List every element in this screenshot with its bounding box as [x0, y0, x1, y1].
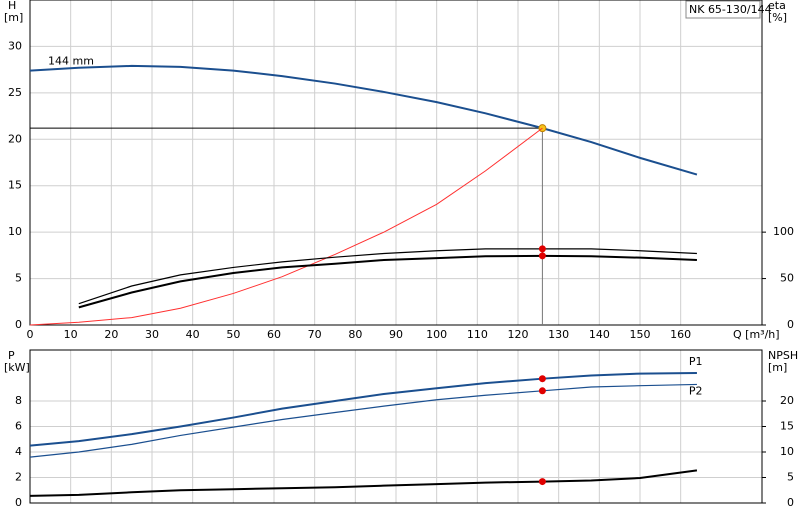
- y2-tick-label: 5: [787, 471, 794, 484]
- duty-marker: [538, 245, 546, 253]
- y-tick-label: 15: [8, 179, 22, 192]
- y2-tick-label: 100: [773, 225, 794, 238]
- curve: [78, 248, 697, 305]
- x-axis-label: Q [m³/h]: [733, 328, 780, 341]
- y-tick-label: 25: [8, 86, 22, 99]
- x-tick-label: 110: [467, 328, 488, 341]
- y-tick-label: 30: [8, 39, 22, 52]
- x-tick-label: 10: [64, 328, 78, 341]
- x-tick-label: 130: [548, 328, 569, 341]
- y2-axis-label: eta: [768, 0, 786, 12]
- curve: [78, 254, 697, 309]
- y-tick-label: 10: [8, 225, 22, 238]
- y2-axis-unit: [%]: [768, 11, 787, 24]
- curve: [29, 469, 698, 497]
- y-tick-label: 2: [15, 471, 22, 484]
- y2-tick-label: 15: [780, 420, 794, 433]
- y2-tick-label: 0: [787, 496, 794, 509]
- y-tick-label: 4: [15, 445, 22, 458]
- y-axis-unit: [m]: [4, 11, 23, 24]
- x-tick-label: 140: [589, 328, 610, 341]
- curve: [29, 383, 697, 458]
- y-tick-label: 0: [15, 318, 22, 331]
- x-tick-label: 80: [348, 328, 362, 341]
- x-tick-label: 60: [267, 328, 281, 341]
- y-tick-label: 5: [15, 272, 22, 285]
- curve-label: P1: [689, 355, 703, 368]
- y-tick-label: 6: [15, 420, 22, 433]
- y-axis-unit: [kW]: [4, 361, 30, 374]
- x-tick-label: 120: [508, 328, 529, 341]
- y2-tick-label: 50: [780, 272, 794, 285]
- x-tick-label: 20: [104, 328, 118, 341]
- curve-label: P2: [689, 384, 703, 397]
- curve-label: 144 mm: [48, 55, 94, 68]
- x-tick-label: 100: [426, 328, 447, 341]
- curve: [29, 371, 697, 447]
- y2-axis-label: NPSH: [768, 349, 798, 362]
- x-tick-label: 160: [670, 328, 691, 341]
- chart-title: NK 65-130/144: [689, 3, 772, 16]
- title-box: [685, 0, 761, 19]
- y-tick-label: 0: [15, 496, 22, 509]
- plot-frame: [29, 0, 763, 326]
- y-axis-label: P: [8, 349, 15, 362]
- curve: [29, 127, 543, 326]
- x-tick-label: 70: [308, 328, 322, 341]
- duty-marker: [538, 375, 546, 383]
- duty-marker: [538, 387, 546, 395]
- y2-tick-label: 20: [780, 394, 794, 407]
- y2-tick-label: 10: [780, 445, 794, 458]
- y-tick-label: 8: [15, 394, 22, 407]
- x-tick-label: 50: [226, 328, 240, 341]
- x-tick-label: 0: [27, 328, 34, 341]
- x-tick-label: 40: [186, 328, 200, 341]
- y2-tick-label: 0: [787, 318, 794, 331]
- duty-marker: [538, 478, 546, 486]
- x-tick-label: 150: [630, 328, 651, 341]
- y2-axis-unit: [m]: [768, 361, 787, 374]
- x-tick-label: 90: [389, 328, 403, 341]
- curve: [29, 64, 698, 176]
- y-tick-label: 20: [8, 132, 22, 145]
- x-tick-label: 30: [145, 328, 159, 341]
- y-axis-label: H: [8, 0, 16, 12]
- duty-marker: [538, 252, 546, 260]
